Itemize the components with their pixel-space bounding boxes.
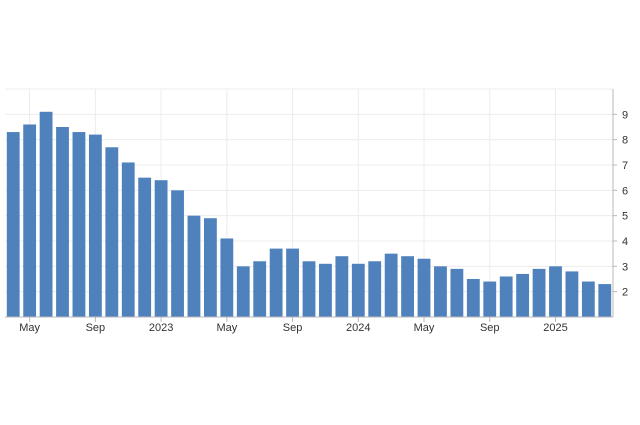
bar — [171, 190, 184, 317]
bar — [581, 281, 595, 317]
x-tick-label: May — [414, 322, 435, 334]
bar — [187, 215, 201, 317]
bar — [384, 253, 398, 317]
y-tick-label: 4 — [622, 236, 628, 248]
bar — [88, 134, 102, 317]
bar — [23, 124, 37, 317]
axes — [5, 89, 617, 322]
x-tick-label: May — [19, 322, 40, 334]
bar — [368, 261, 382, 317]
bar — [516, 273, 530, 317]
bar — [466, 279, 480, 317]
y-axis-tick-labels: 2 3 4 5 6 7 8 9 — [622, 109, 628, 298]
bars — [6, 111, 612, 317]
y-tick-label: 3 — [622, 261, 628, 273]
bar — [269, 248, 283, 317]
y-tick-label: 8 — [622, 135, 628, 147]
bar — [154, 180, 168, 317]
x-tick-label: May — [216, 322, 237, 334]
bar — [203, 218, 217, 317]
bar — [499, 276, 513, 317]
y-tick-label: 7 — [622, 160, 628, 172]
x-tick-label: 2025 — [543, 322, 567, 334]
y-tick-label: 5 — [622, 211, 628, 223]
bar — [434, 266, 447, 317]
bar — [335, 256, 349, 317]
y-tick-label: 2 — [622, 287, 628, 299]
bar — [302, 261, 316, 317]
bar — [121, 162, 135, 317]
bar — [598, 284, 612, 317]
bar — [532, 268, 546, 317]
bar — [72, 132, 86, 317]
x-tick-label: Sep — [480, 322, 500, 334]
bar — [105, 147, 119, 317]
bar — [138, 177, 152, 317]
x-tick-label: 2024 — [346, 322, 370, 334]
x-tick-label: Sep — [283, 322, 303, 334]
bar — [450, 268, 464, 317]
bar — [417, 258, 431, 317]
y-tick-label: 6 — [622, 185, 628, 197]
bar — [220, 238, 234, 317]
x-axis-tick-labels: May Sep 2023 May Sep 2024 May Sep 2025 — [19, 322, 567, 334]
bar — [319, 263, 332, 317]
x-tick-label: Sep — [86, 322, 106, 334]
bar — [236, 266, 250, 317]
bar — [401, 256, 415, 317]
bar — [549, 266, 562, 317]
bar — [6, 132, 20, 317]
bar — [253, 261, 267, 317]
bar — [286, 248, 299, 317]
bar — [56, 127, 69, 317]
bar — [483, 281, 497, 317]
bar — [39, 111, 53, 317]
bar — [351, 263, 365, 317]
x-tick-label: 2023 — [149, 322, 173, 334]
bar — [565, 271, 579, 317]
y-tick-label: 9 — [622, 109, 628, 121]
